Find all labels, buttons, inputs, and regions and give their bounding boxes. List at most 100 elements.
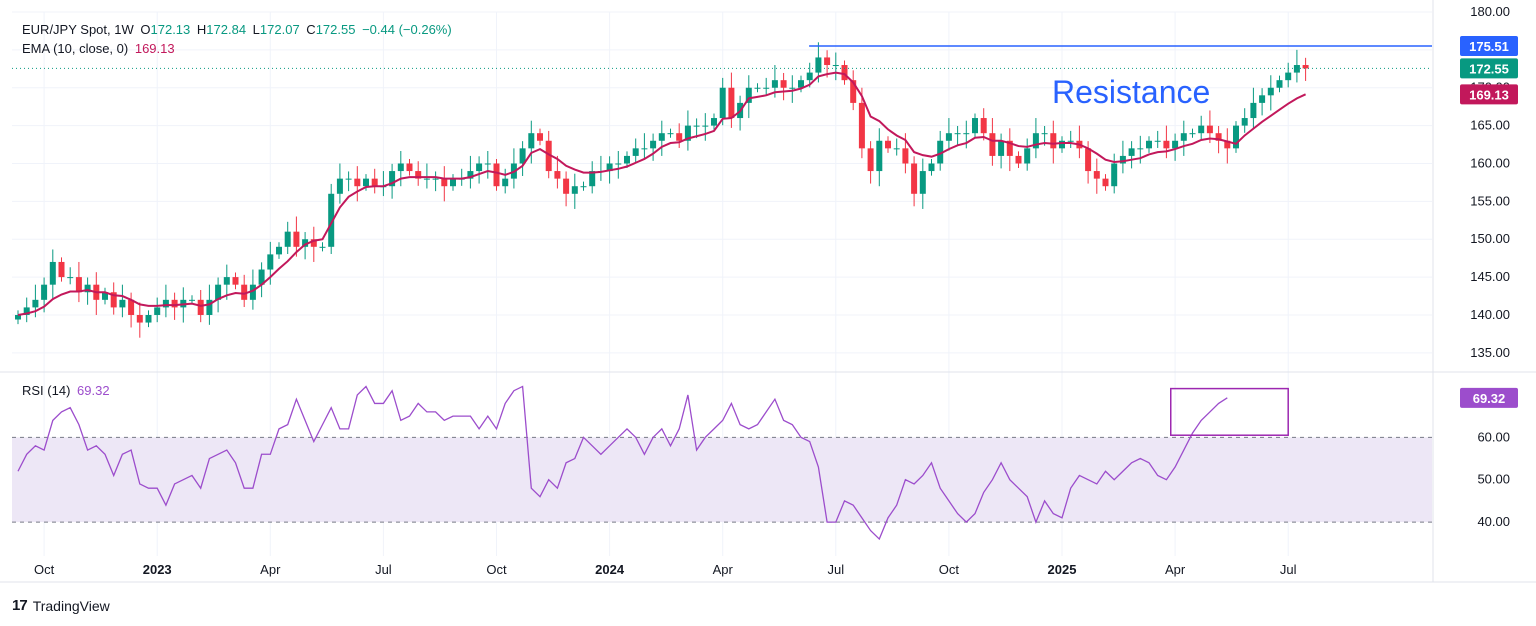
candle-body bbox=[1163, 140, 1170, 149]
candle-body bbox=[1137, 148, 1144, 150]
candle-body bbox=[397, 163, 404, 172]
candle-body bbox=[963, 133, 970, 135]
tradingview-icon: 17 bbox=[12, 597, 28, 614]
candle-body bbox=[780, 80, 787, 88]
resistance-annotation: Resistance bbox=[1052, 74, 1210, 110]
candle-body bbox=[867, 148, 874, 172]
price-tag bbox=[1460, 84, 1518, 105]
candle-body bbox=[919, 171, 926, 194]
ema-legend: EMA (10, close, 0) 169.13 bbox=[22, 41, 178, 56]
ema-label: EMA (10, close, 0) bbox=[22, 41, 129, 56]
candle-body bbox=[1215, 133, 1222, 141]
candle-body bbox=[406, 163, 413, 172]
candle-body bbox=[128, 299, 135, 315]
candle-body bbox=[1241, 118, 1248, 126]
candle-body bbox=[928, 163, 935, 172]
candle-body bbox=[328, 193, 335, 247]
candle-body bbox=[789, 87, 796, 89]
candle-body bbox=[441, 178, 448, 187]
candle-body bbox=[467, 171, 474, 179]
candle-body bbox=[537, 133, 543, 141]
candle-body bbox=[693, 125, 700, 127]
candle-body bbox=[502, 178, 509, 187]
candle-body bbox=[162, 299, 169, 308]
candle-body bbox=[1059, 140, 1065, 149]
price-tag-label: 172.55 bbox=[1469, 61, 1509, 76]
rsi-band bbox=[12, 437, 1432, 523]
candle-body bbox=[232, 277, 239, 285]
candle-body bbox=[954, 133, 961, 135]
candle-body bbox=[23, 307, 30, 315]
rsi-axis-label: 50.00 bbox=[1477, 472, 1510, 487]
candle-body bbox=[980, 118, 987, 134]
time-axis-label: Oct bbox=[34, 562, 55, 577]
time-axis-label: 2025 bbox=[1048, 562, 1077, 577]
candle-body bbox=[615, 163, 622, 165]
time-axis-label: 2023 bbox=[143, 562, 172, 577]
ema-line bbox=[17, 71, 1307, 316]
price-axis-label: 160.00 bbox=[1470, 155, 1510, 170]
candle-body bbox=[624, 155, 630, 164]
candle-body bbox=[241, 284, 248, 300]
price-axis-label: 145.00 bbox=[1470, 269, 1510, 284]
candle-body bbox=[1128, 148, 1135, 156]
time-axis-label: Jul bbox=[375, 562, 392, 577]
candle-body bbox=[806, 72, 813, 81]
tradingview-logo[interactable]: 17 TradingView bbox=[12, 597, 110, 614]
price-axis-label: 140.00 bbox=[1470, 307, 1510, 322]
candle-body bbox=[423, 178, 430, 180]
price-axis-label: 155.00 bbox=[1470, 193, 1510, 208]
candle-body bbox=[258, 269, 265, 285]
candle-body bbox=[1224, 140, 1231, 149]
candle-body bbox=[1285, 72, 1292, 81]
candle-body bbox=[1015, 155, 1022, 164]
candle-body bbox=[771, 80, 778, 88]
candle-body bbox=[84, 284, 91, 293]
candle-body bbox=[1041, 133, 1048, 135]
rsi-tag-label: 69.32 bbox=[1473, 391, 1506, 406]
candle-body bbox=[876, 140, 883, 172]
candle-body bbox=[885, 140, 891, 149]
candle-body bbox=[336, 178, 343, 194]
candle-body bbox=[223, 277, 230, 285]
candle-body bbox=[110, 292, 117, 308]
candle-body bbox=[319, 246, 326, 248]
candle-body bbox=[49, 261, 56, 285]
candle-body bbox=[650, 140, 657, 149]
candle-body bbox=[310, 239, 317, 247]
open-label: O bbox=[140, 22, 151, 37]
candle-body bbox=[832, 65, 839, 67]
candle-body bbox=[1233, 125, 1239, 149]
price-axis-label: 150.00 bbox=[1470, 231, 1510, 246]
high-value: 172.84 bbox=[206, 22, 247, 37]
candle-body bbox=[1085, 148, 1092, 172]
candle-body bbox=[1093, 171, 1100, 179]
candle-body bbox=[554, 171, 561, 179]
rsi-value: 69.32 bbox=[77, 383, 110, 398]
rsi-label: RSI (14) bbox=[22, 383, 71, 398]
candle-body bbox=[563, 178, 570, 194]
candle-body bbox=[1119, 155, 1126, 164]
candle-body bbox=[1250, 102, 1257, 119]
candle-body bbox=[667, 133, 674, 135]
candle-body bbox=[632, 148, 639, 156]
candle-body bbox=[858, 102, 865, 149]
price-legend: EUR/JPY Spot, 1W O172.13 H172.84 L172.07… bbox=[22, 22, 455, 37]
candle-body bbox=[528, 133, 535, 149]
ema-value: 169.13 bbox=[134, 41, 175, 56]
candle-body bbox=[519, 148, 526, 164]
candle-body bbox=[658, 133, 665, 141]
candle-body bbox=[745, 87, 752, 103]
candle-body bbox=[15, 314, 21, 320]
candle-body bbox=[763, 87, 770, 89]
candle-body bbox=[902, 148, 909, 164]
candle-body bbox=[641, 148, 648, 150]
candle-body bbox=[102, 292, 108, 300]
candle-body bbox=[841, 65, 848, 81]
candle-body bbox=[1154, 140, 1161, 142]
candle-body bbox=[450, 178, 456, 187]
candle-body bbox=[345, 178, 352, 180]
price-tag bbox=[1460, 58, 1518, 79]
candle-body bbox=[58, 261, 65, 278]
